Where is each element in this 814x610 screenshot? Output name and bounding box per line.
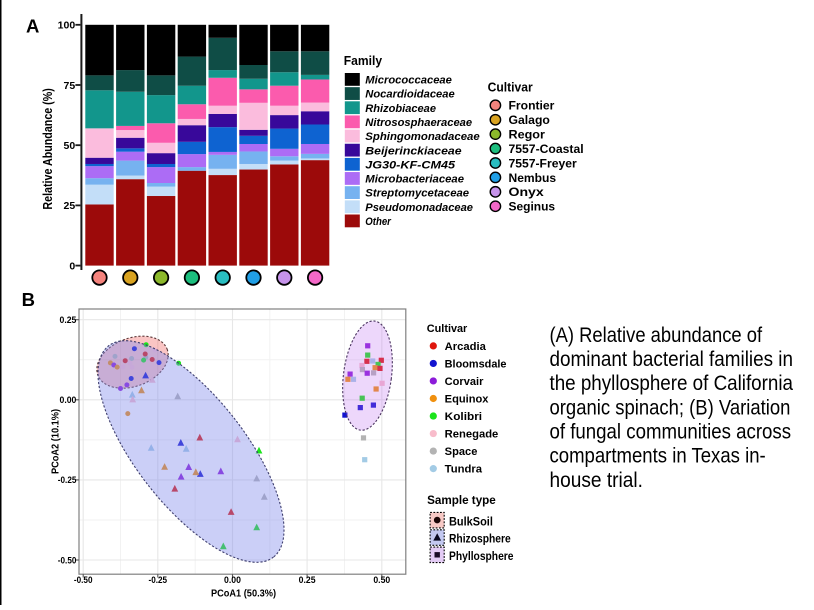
svg-text:Equinox: Equinox [445,393,489,405]
svg-text:Frontier: Frontier [509,99,555,113]
svg-text:Arcadia: Arcadia [445,341,487,353]
svg-text:Family: Family [344,54,382,68]
svg-text:25: 25 [64,200,76,212]
svg-text:Relative Abundance (%): Relative Abundance (%) [40,88,55,209]
svg-text:0: 0 [69,260,75,272]
svg-text:dominant bacterial families in: dominant bacterial families in [550,347,794,371]
svg-text:Nitrososphaeraceae: Nitrososphaeraceae [365,117,472,129]
svg-text:Rhizobiaceae: Rhizobiaceae [365,103,436,115]
svg-text:Cultivar: Cultivar [488,80,533,94]
svg-text:Corvair: Corvair [445,376,485,388]
svg-text:0.00: 0.00 [60,395,77,405]
svg-text:0.00: 0.00 [224,575,241,585]
svg-text:Other: Other [365,216,391,228]
svg-text:Tundra: Tundra [445,464,483,476]
svg-text:Nocardioidaceae: Nocardioidaceae [365,89,454,101]
svg-text:-0.25: -0.25 [58,475,77,485]
svg-text:Onyx: Onyx [509,185,545,199]
svg-text:Galago: Galago [509,113,550,127]
svg-text:Rhizosphere: Rhizosphere [449,532,511,546]
svg-text:A: A [26,16,39,37]
svg-text:PCoA1 (50.3%): PCoA1 (50.3%) [211,589,276,600]
svg-text:PCoA2 (10.1%): PCoA2 (10.1%) [50,409,61,474]
svg-text:7557-Freyer: 7557-Freyer [509,156,578,170]
svg-text:Kolibri: Kolibri [445,411,482,423]
svg-text:BulkSoil: BulkSoil [449,514,493,528]
svg-text:Microbacteriaceae: Microbacteriaceae [365,174,464,186]
svg-text:of fungal communities across: of fungal communities across [550,419,792,443]
svg-text:Bloomsdale: Bloomsdale [445,358,507,370]
svg-text:house trial.: house trial. [550,468,643,492]
svg-text:7557-Coastal: 7557-Coastal [509,142,584,156]
svg-text:Nembus: Nembus [509,171,557,185]
svg-text:JG30-KF-CM45: JG30-KF-CM45 [365,159,456,171]
svg-text:Streptomycetaceae: Streptomycetaceae [365,188,469,200]
svg-text:0.50: 0.50 [373,575,390,585]
svg-text:-0.50: -0.50 [58,555,77,565]
svg-text:-0.50: -0.50 [74,575,93,585]
svg-text:Cultivar: Cultivar [427,323,468,335]
svg-text:Space: Space [445,446,478,458]
svg-text:Beijerinckiaceae: Beijerinckiaceae [365,145,461,157]
svg-text:Seginus: Seginus [509,200,556,214]
svg-text:Pseudomonadaceae: Pseudomonadaceae [365,202,473,214]
svg-text:Phyllosphere: Phyllosphere [449,549,514,563]
svg-text:organic spinach; (B) Variation: organic spinach; (B) Variation [550,395,791,419]
svg-text:50: 50 [64,140,76,152]
svg-text:-0.25: -0.25 [149,575,168,585]
svg-text:Sample type: Sample type [427,493,496,507]
svg-text:compartments in Texas in-: compartments in Texas in- [550,444,766,468]
svg-text:100: 100 [58,20,76,32]
svg-text:Renegade: Renegade [445,428,499,440]
svg-text:the phyllosphere of California: the phyllosphere of California [550,371,794,395]
svg-text:75: 75 [64,80,76,92]
svg-text:0.25: 0.25 [299,575,316,585]
svg-text:Micrococcaceae: Micrococcaceae [365,75,452,87]
svg-text:Regor: Regor [509,128,546,142]
svg-text:Sphingomonadaceae: Sphingomonadaceae [365,131,479,143]
svg-text:0.25: 0.25 [60,315,77,325]
svg-text:(A) Relative abundance of: (A) Relative abundance of [550,323,763,347]
svg-text:B: B [22,289,35,310]
